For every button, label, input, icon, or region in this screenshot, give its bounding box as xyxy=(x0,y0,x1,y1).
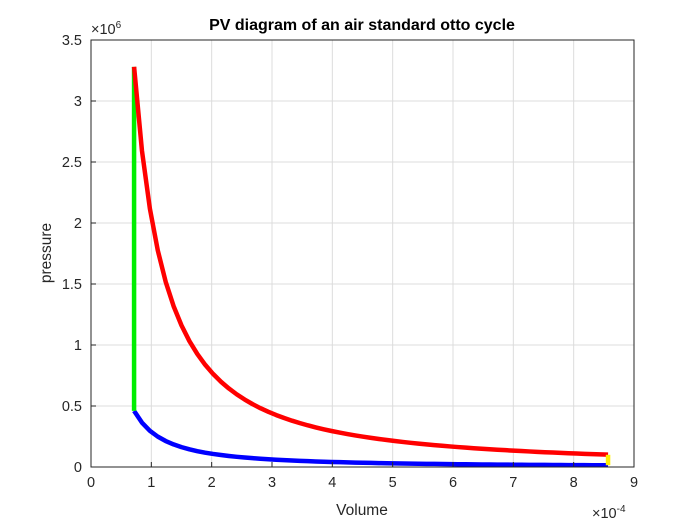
ticks: 0 1 2 3 4 5 6 7 8 9 0 0.5 1 1.5 2 2.5 3 3.5 xyxy=(62,33,638,491)
x-tick-label: 0 xyxy=(87,475,95,491)
y-tick-label: 2 xyxy=(74,216,82,232)
y-tick-label: 0 xyxy=(74,460,82,476)
axes-box xyxy=(90,39,635,468)
axes xyxy=(90,39,635,468)
y-axis-label: pressure xyxy=(38,223,55,283)
x-tick-label: 4 xyxy=(328,475,336,491)
x-tick-label: 5 xyxy=(389,475,397,491)
x-tick-label: 3 xyxy=(268,475,276,491)
series-line-1 xyxy=(132,409,609,468)
x-tick-label: 9 xyxy=(630,475,638,491)
x-axis-multiplier: ×10-4 xyxy=(592,504,626,522)
x-tick-label: 1 xyxy=(147,475,155,491)
chart-title: PV diagram of an air standard otto cycle xyxy=(209,17,515,34)
x-tick-label: 6 xyxy=(449,475,457,491)
grid xyxy=(91,40,634,467)
y-tick-label: 2.5 xyxy=(62,155,82,171)
series-line-3 xyxy=(131,66,609,457)
y-tick-label: 3 xyxy=(74,94,82,110)
plot-area xyxy=(91,40,634,467)
y-tick-label: 0.5 xyxy=(62,399,82,415)
y-tick-label: 1 xyxy=(74,338,82,354)
series-layer xyxy=(131,66,611,468)
x-axis-label: Volume xyxy=(336,502,388,519)
y-tick-label: 1.5 xyxy=(62,277,82,293)
x-tick-label: 2 xyxy=(208,475,216,491)
y-tick-label: 3.5 xyxy=(62,33,82,49)
x-tick-label: 7 xyxy=(509,475,517,491)
x-tick-label: 8 xyxy=(570,475,578,491)
y-axis-multiplier: ×106 xyxy=(91,20,122,38)
